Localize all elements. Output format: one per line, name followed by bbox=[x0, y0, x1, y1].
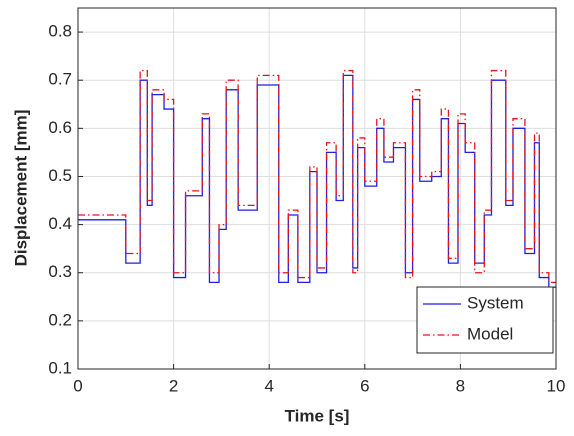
y-tick-label: 0.8 bbox=[48, 22, 72, 41]
y-tick-label: 0.1 bbox=[48, 358, 72, 377]
legend-label: System bbox=[467, 293, 524, 312]
x-axis-label: Time [s] bbox=[285, 406, 350, 425]
y-tick-label: 0.2 bbox=[48, 310, 72, 329]
y-tick-label: 0.5 bbox=[48, 166, 72, 185]
series-line bbox=[78, 69, 556, 284]
x-tick-label: 10 bbox=[547, 376, 566, 395]
x-tick-label: 8 bbox=[456, 376, 465, 395]
y-tick-label: 0.3 bbox=[48, 262, 72, 281]
y-axis-label: Displacement [mm] bbox=[11, 110, 30, 267]
x-tick-label: 0 bbox=[73, 376, 82, 395]
axes-box bbox=[77, 7, 557, 370]
x-tick-label: 4 bbox=[264, 376, 273, 395]
y-tick-label: 0.7 bbox=[48, 70, 72, 89]
legend-label: Model bbox=[467, 324, 513, 343]
y-tick-label: 0.4 bbox=[48, 214, 72, 233]
legend-box bbox=[416, 286, 554, 354]
y-tick-label: 0.6 bbox=[48, 118, 72, 137]
x-tick-label: 2 bbox=[169, 376, 178, 395]
series-line bbox=[78, 74, 556, 288]
x-tick-label: 6 bbox=[360, 376, 369, 395]
